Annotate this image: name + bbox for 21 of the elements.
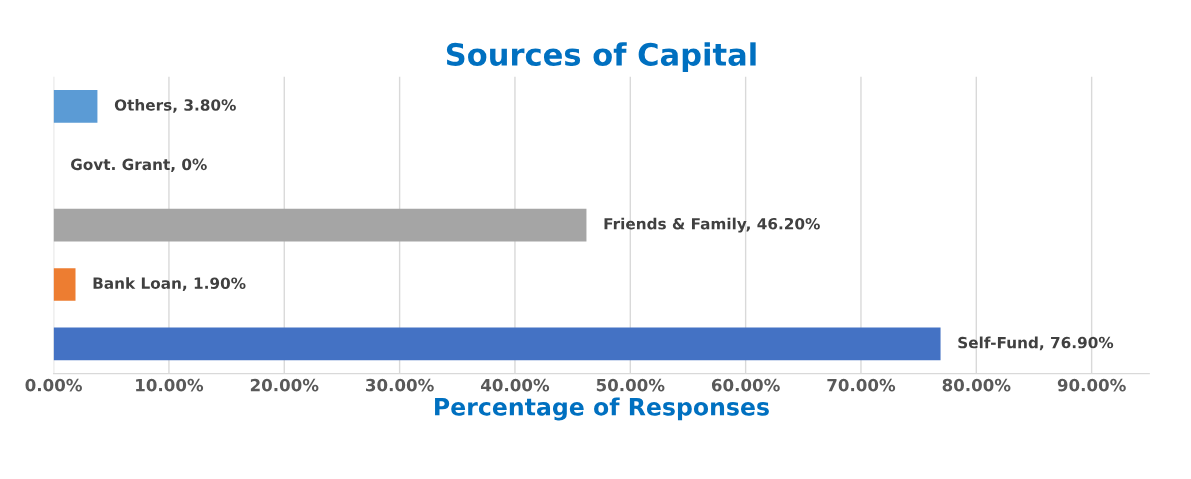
x-tick-label: 60.00% (711, 378, 780, 392)
bar (53, 208, 587, 242)
bar (53, 268, 76, 301)
x-tick-label: 10.00% (136, 378, 204, 392)
bar (53, 327, 941, 361)
x-tick-label: 0.00% (25, 378, 82, 392)
x-tick-label: 50.00% (596, 378, 665, 392)
data-label: Bank Loan, 1.90% (93, 277, 246, 291)
data-label: Friends & Family, 46.20% (604, 217, 820, 233)
x-axis-title: Percentage of Responses (435, 397, 769, 421)
x-tick-label: 90.00% (1057, 378, 1126, 392)
data-label: Govt. Grant, 0% (71, 158, 207, 173)
x-tick-label: 40.00% (480, 378, 550, 392)
chart-title: Sources of Capital (446, 42, 756, 72)
x-tick-label: 30.00% (366, 378, 434, 392)
x-tick-label: 80.00% (942, 378, 1011, 392)
x-tick-label: 20.00% (250, 378, 319, 392)
data-label: Others, 3.80% (114, 98, 236, 113)
bar (53, 90, 98, 123)
x-tick-label: 70.00% (827, 378, 896, 392)
data-label: Self-Fund, 76.90% (958, 336, 1114, 351)
